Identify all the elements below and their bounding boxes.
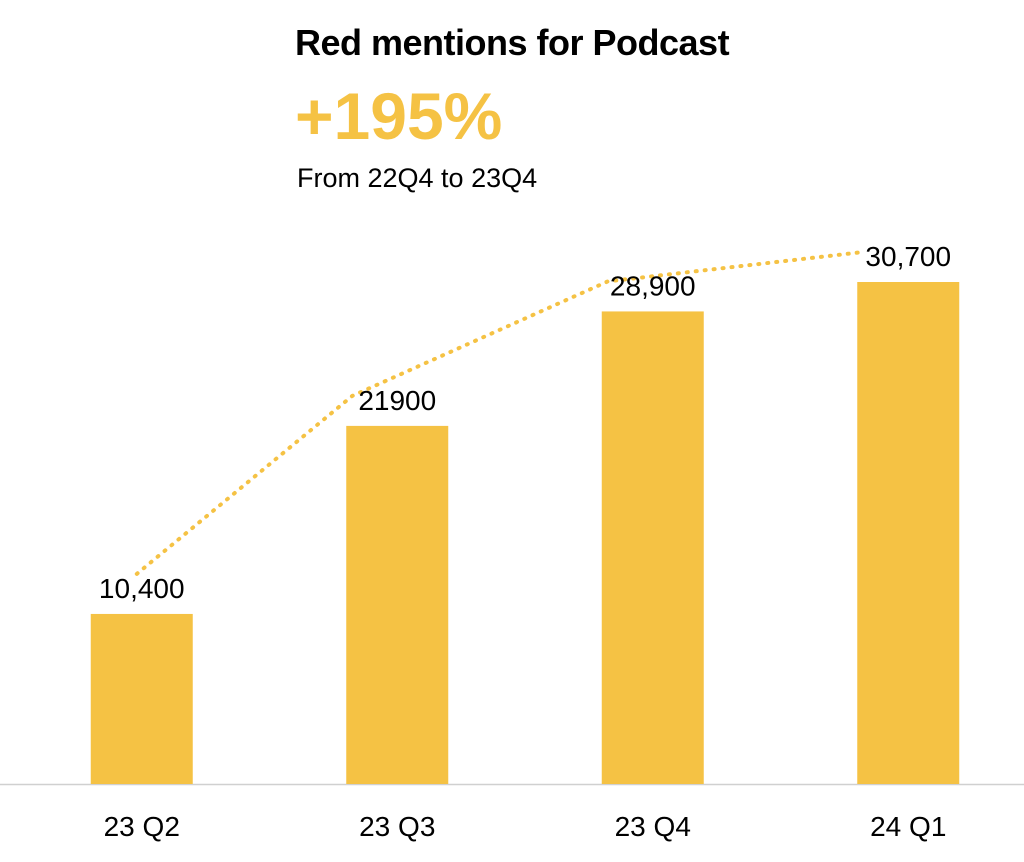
x-tick-label: 23 Q3 bbox=[359, 811, 435, 842]
data-label: 21900 bbox=[358, 385, 436, 416]
x-tick-label: 23 Q2 bbox=[104, 811, 180, 842]
chart-title: Red mentions for Podcast bbox=[295, 22, 730, 63]
data-label: 10,400 bbox=[99, 573, 185, 604]
headline-stat: +195% bbox=[295, 79, 503, 153]
bar-23-q4 bbox=[601, 311, 704, 784]
bar-23-q3 bbox=[346, 425, 449, 784]
trendline bbox=[134, 250, 866, 576]
bar-24-q1 bbox=[857, 282, 960, 784]
chart-subtitle: From 22Q4 to 23Q4 bbox=[297, 163, 538, 193]
x-tick-label: 24 Q1 bbox=[870, 811, 946, 842]
x-tick-label: 23 Q4 bbox=[615, 811, 691, 842]
bar-23-q2 bbox=[90, 613, 193, 784]
data-label: 28,900 bbox=[610, 270, 696, 301]
data-label: 30,700 bbox=[865, 241, 951, 272]
